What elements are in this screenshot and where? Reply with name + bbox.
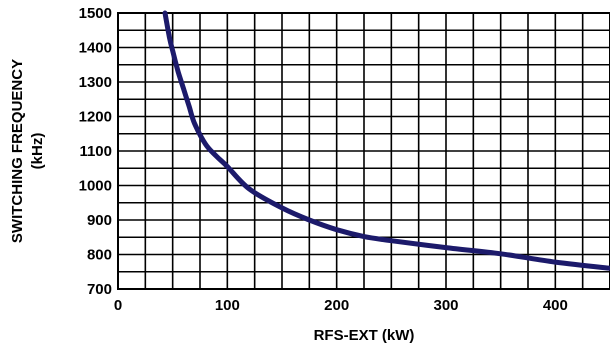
x-tick-label: 400 [543, 297, 568, 314]
grid [117, 12, 610, 290]
y-tick-label: 800 [87, 247, 112, 264]
y-tick-label: 1400 [79, 40, 112, 57]
y-axis-unit-label: (kHz) [29, 133, 46, 170]
y-tick-label: 1000 [79, 178, 112, 195]
series-line [162, 10, 610, 271]
y-tick-label: 1300 [79, 74, 112, 91]
x-tick-label: 100 [215, 297, 240, 314]
x-tick-labels: 0 100 200 300 400 [114, 297, 568, 314]
x-tick-label: 0 [114, 297, 122, 314]
plot-frame [117, 12, 610, 290]
y-tick-label: 1500 [79, 5, 112, 22]
y-axis-label: SWITCHING FREQUENCY [9, 59, 26, 243]
y-tick-labels: 700 800 900 1000 1100 1200 1300 1400 1500 [79, 5, 112, 298]
y-tick-label: 1200 [79, 109, 112, 126]
x-tick-label: 300 [433, 297, 458, 314]
y-tick-label: 700 [87, 281, 112, 298]
x-axis-label: RFS-EXT (kW) [314, 327, 415, 344]
y-tick-label: 900 [87, 212, 112, 229]
y-tick-label: 1100 [79, 143, 112, 160]
x-tick-label: 200 [324, 297, 349, 314]
